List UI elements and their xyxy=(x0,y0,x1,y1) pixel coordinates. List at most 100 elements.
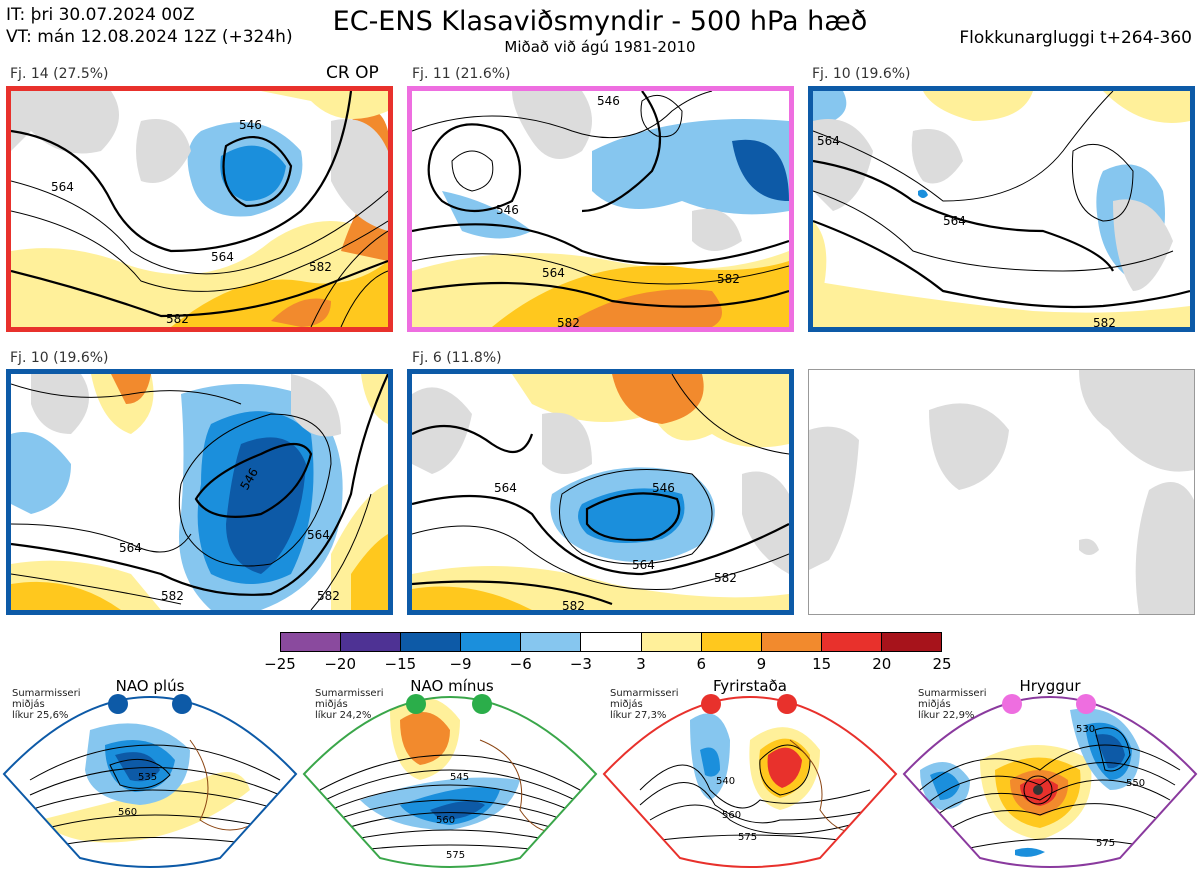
contour-label: 546 xyxy=(496,203,519,217)
contour-label: 582 xyxy=(717,272,740,286)
cluster-map-1: 546 564 564 582 582 xyxy=(6,86,393,332)
cluster-map-2: 546 546 564 582 582 xyxy=(407,86,794,332)
contour-label: 582 xyxy=(714,571,737,585)
contour-label: 575 xyxy=(446,850,465,861)
colorbar-tick-label: 3 xyxy=(636,655,646,673)
probability-text: líkur 27,3% xyxy=(610,710,667,721)
colorbar-segment xyxy=(821,633,882,651)
colorbar-tick-label: 9 xyxy=(756,655,767,673)
contour-label: 540 xyxy=(716,776,735,787)
contour-label: 582 xyxy=(309,260,332,274)
regime-blocking: Sumarmisseri miðjás líkur 27,3% Fyrirsta… xyxy=(600,677,900,871)
contour-label: 564 xyxy=(943,214,966,228)
regime-indicator-dot xyxy=(172,694,192,714)
contour-label: 564 xyxy=(51,180,74,194)
contour-label: 535 xyxy=(138,772,157,783)
regime-name: Fyrirstaða xyxy=(713,677,787,695)
median-text: miðjás xyxy=(315,699,348,710)
cluster-2-label: Fj. 11 (21.6%) xyxy=(412,66,511,82)
colorbar-tick-label: 25 xyxy=(932,655,952,673)
contour-label: 564 xyxy=(817,134,840,148)
median-text: miðjás xyxy=(918,699,951,710)
colorbar-segment xyxy=(461,633,522,651)
season-text: Sumarmisseri xyxy=(918,688,987,699)
colorbar-segment xyxy=(581,633,642,651)
probability-text: líkur 22,9% xyxy=(918,710,975,721)
contour-label: 564 xyxy=(211,250,234,264)
contour-label: 564 xyxy=(307,528,330,542)
regime-info: Sumarmisseri miðjás líkur 24,2% xyxy=(315,688,383,721)
colorbar-tick-label: −20 xyxy=(324,655,356,673)
cluster-map-3: 564 564 582 xyxy=(808,86,1195,332)
colorbar-segment xyxy=(761,633,822,651)
contour-label: 582 xyxy=(557,316,580,327)
season-text: Sumarmisseri xyxy=(12,688,81,699)
contour-label: 582 xyxy=(317,589,340,603)
contour-label: 582 xyxy=(166,312,189,326)
contour-label: 560 xyxy=(118,807,137,818)
colorbar-tick-label: 15 xyxy=(812,655,832,673)
regime-indicator-dot xyxy=(1076,694,1096,714)
colorbar-labels: −25 −20 −15 −9 −6 −3 3 6 9 15 20 25 xyxy=(0,655,1200,675)
probability-text: líkur 25,6% xyxy=(12,710,69,721)
page-title: EC-ENS Klasaviðsmyndir - 500 hPa hæð xyxy=(332,6,868,37)
contour-label: 546 xyxy=(597,94,620,108)
colorbar-tick-label: −9 xyxy=(449,655,472,673)
cluster-5-label: Fj. 6 (11.8%) xyxy=(412,350,502,366)
regime-name: NAO mínus xyxy=(410,677,494,695)
contour-label: 564 xyxy=(494,481,517,495)
colorbar-segment xyxy=(401,633,462,651)
colorbar-tick-label: 6 xyxy=(696,655,707,673)
cluster-4-label: Fj. 10 (19.6%) xyxy=(10,350,109,366)
colorbar-segment xyxy=(281,633,342,651)
cluster-map-4: 546 564 582 564 582 xyxy=(6,369,393,615)
regime-indicator-dot xyxy=(701,694,721,714)
median-text: miðjás xyxy=(610,699,643,710)
regime-ridge: Sumarmisseri miðjás líkur 22,9% Hryggur xyxy=(900,677,1200,871)
contour-label: 546 xyxy=(652,481,675,495)
contour-label: 575 xyxy=(1096,838,1115,849)
season-text: Sumarmisseri xyxy=(315,688,384,699)
contour-label: 564 xyxy=(542,266,565,280)
contour-label: 560 xyxy=(722,810,741,821)
probability-text: líkur 24,2% xyxy=(315,710,372,721)
colorbar-segment xyxy=(341,633,402,651)
contour-label: 564 xyxy=(632,558,655,572)
colorbar-tick-label: 20 xyxy=(872,655,892,673)
contour-label: 582 xyxy=(161,589,184,603)
contour-label: 582 xyxy=(562,599,585,610)
cluster-1-label: Fj. 14 (27.5%) xyxy=(10,66,109,82)
regime-indicator-dot xyxy=(1002,694,1022,714)
contour-label: 550 xyxy=(1126,778,1145,789)
clustering-window: Flokkunargluggi t+264-360 xyxy=(959,28,1192,48)
colorbar-segment xyxy=(881,633,942,651)
colorbar-tick-label: −6 xyxy=(509,655,532,673)
colorbar-segment xyxy=(701,633,762,651)
empty-map-panel xyxy=(808,369,1195,615)
cluster-map-5: 564 546 564 582 582 xyxy=(407,369,794,615)
colorbar-segment xyxy=(521,633,582,651)
regime-indicator-dot xyxy=(406,694,426,714)
header-left: IT: þri 30.07.2024 00Z VT: mán 12.08.202… xyxy=(6,4,293,48)
regime-info: Sumarmisseri miðjás líkur 27,3% xyxy=(610,688,678,721)
contour-label: 546 xyxy=(239,118,262,132)
contour-label: 530 xyxy=(1076,724,1095,735)
cluster-1-tag: CR OP xyxy=(326,63,379,83)
regime-info: Sumarmisseri miðjás líkur 22,9% xyxy=(918,688,986,721)
regime-name: Hryggur xyxy=(1019,677,1081,695)
season-text: Sumarmisseri xyxy=(610,688,679,699)
colorbar-tick-label: −15 xyxy=(384,655,417,673)
colorbar-segment xyxy=(641,633,702,651)
colorbar xyxy=(280,632,942,652)
init-time: IT: þri 30.07.2024 00Z xyxy=(6,5,195,25)
regime-info: Sumarmisseri miðjás líkur 25,6% xyxy=(12,688,80,721)
regime-name: NAO plús xyxy=(115,677,185,695)
regime-nao-minus: Sumarmisseri miðjás líkur 24,2% NAO mínu… xyxy=(300,677,600,871)
colorbar-tick-label: −25 xyxy=(264,655,296,673)
colorbar-tick-label: −3 xyxy=(569,655,592,673)
regime-indicator-dot xyxy=(472,694,492,714)
contour-label: 575 xyxy=(738,832,757,843)
contour-label: 564 xyxy=(119,541,142,555)
regime-indicator-dot xyxy=(108,694,128,714)
cluster-3-label: Fj. 10 (19.6%) xyxy=(812,66,911,82)
